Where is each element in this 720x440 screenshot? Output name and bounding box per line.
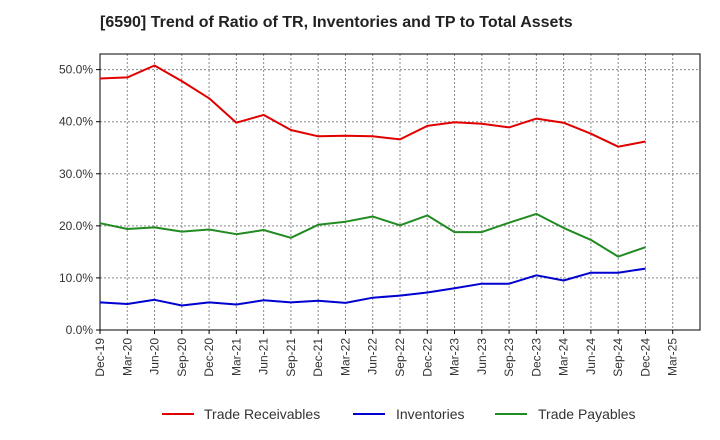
gridlines (100, 54, 700, 331)
series-line-inventories (99, 267, 646, 307)
x-axis: Dec-19 Mar-20 Jun-20 Sep-20 Dec-20 Mar-21 Jun-… (93, 330, 680, 377)
x-tick-label: Dec-23 (529, 338, 543, 377)
x-tick-label: Dec-19 (93, 338, 107, 377)
x-tick-label: Mar-21 (229, 338, 243, 376)
series-line-trade-receivables (99, 64, 646, 148)
y-tick-label: 40.0% (59, 115, 93, 129)
x-tick-label: Jun-23 (475, 338, 489, 375)
x-tick-label: Mar-24 (557, 338, 571, 376)
x-tick-label: Mar-20 (120, 338, 134, 376)
series-lines (99, 64, 646, 307)
series-line-trade-payables (99, 212, 646, 258)
x-tick-label: Jun-20 (148, 338, 162, 375)
x-tick-label: Dec-24 (638, 338, 652, 377)
x-tick-label: Mar-22 (338, 338, 352, 376)
y-tick-label: 10.0% (59, 271, 93, 285)
legend-label: Trade Payables (538, 406, 636, 422)
y-tick-label: 0.0% (66, 323, 94, 337)
legend-label: Inventories (396, 406, 464, 422)
y-tick-label: 30.0% (59, 167, 93, 181)
x-tick-label: Sep-23 (502, 338, 516, 377)
x-tick-label: Sep-22 (393, 338, 407, 377)
x-tick-label: Dec-22 (420, 338, 434, 377)
chart-title: [6590] Trend of Ratio of TR, Inventories… (100, 14, 573, 31)
x-tick-label: Sep-24 (611, 338, 625, 377)
legend-label: Trade Receivables (204, 406, 320, 422)
y-axis: 0.0% 10.0% 20.0% 30.0% 40.0% 50.0% (59, 63, 100, 337)
y-tick-label: 20.0% (59, 219, 93, 233)
x-tick-label: Jun-21 (257, 338, 271, 375)
x-tick-label: Mar-25 (666, 338, 680, 376)
x-tick-label: Dec-20 (202, 338, 216, 377)
y-tick-label: 50.0% (59, 63, 93, 77)
x-tick-label: Jun-22 (366, 338, 380, 375)
x-tick-label: Sep-20 (175, 338, 189, 377)
x-tick-label: Sep-21 (284, 338, 298, 377)
x-tick-label: Jun-24 (584, 338, 598, 375)
x-tick-label: Mar-23 (448, 338, 462, 376)
x-tick-label: Dec-21 (311, 338, 325, 377)
legend: Trade Receivables Inventories Trade Payabl… (162, 406, 636, 422)
